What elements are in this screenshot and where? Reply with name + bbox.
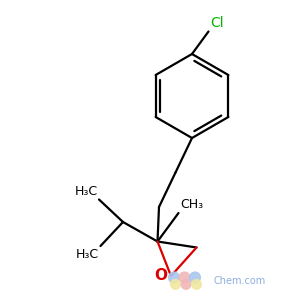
- Text: H₃C: H₃C: [76, 248, 99, 260]
- Circle shape: [179, 272, 190, 283]
- Circle shape: [171, 280, 180, 289]
- Text: Cl: Cl: [210, 16, 224, 30]
- Text: H₃C: H₃C: [74, 185, 98, 198]
- Circle shape: [192, 280, 201, 289]
- Circle shape: [169, 272, 179, 283]
- Text: CH₃: CH₃: [180, 198, 203, 211]
- Text: O: O: [154, 268, 167, 284]
- Circle shape: [181, 280, 191, 289]
- Text: Chem.com: Chem.com: [214, 276, 266, 286]
- Circle shape: [190, 272, 200, 283]
